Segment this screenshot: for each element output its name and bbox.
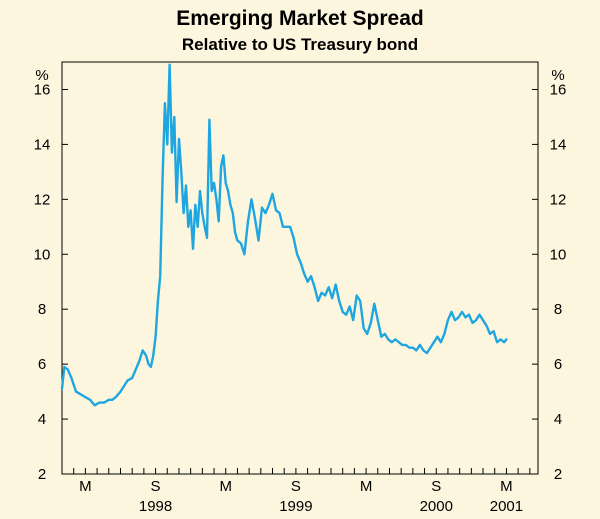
y-tick-label-right: 2 (554, 466, 562, 483)
y-tick-label-right: 14 (550, 136, 567, 153)
y-tick-label-left: 14 (34, 136, 51, 153)
y-unit-left: % (35, 67, 48, 84)
y-tick-label-right: 6 (554, 356, 562, 373)
year-label: 1999 (279, 498, 312, 515)
y-tick-label-left: 16 (34, 81, 51, 98)
y-tick-label-right: 16 (550, 81, 567, 98)
plot-frame (61, 61, 539, 475)
y-unit-right: % (551, 67, 564, 84)
y-tick-label-right: 12 (550, 191, 567, 208)
y-tick-label-right: 4 (554, 411, 562, 428)
x-tick-label: M (219, 478, 232, 495)
y-tick-label-left: 4 (38, 411, 46, 428)
chart-subtitle: Relative to US Treasury bond (182, 35, 418, 54)
x-tick-label: S (151, 478, 161, 495)
y-axis-ticks: 2 2 4 4 6 6 8 8 10 10 12 12 14 14 16 16 (34, 81, 567, 483)
year-label: 1998 (139, 498, 172, 515)
year-label: 2000 (420, 498, 453, 515)
x-axis-ticks: M S M S M S M 1998 1999 2000 2001 (61, 468, 531, 515)
x-tick-label: M (79, 478, 92, 495)
x-tick-label: M (360, 478, 373, 495)
y-tick-label-left: 12 (34, 191, 51, 208)
y-tick-label-left: 10 (34, 246, 51, 263)
y-tick-label-left: 2 (38, 466, 46, 483)
year-label: 2001 (490, 498, 523, 515)
y-tick-label-right: 8 (554, 301, 562, 318)
y-tick-label-left: 8 (38, 301, 46, 318)
y-tick-label-left: 6 (38, 356, 46, 373)
x-tick-label: M (500, 478, 513, 495)
x-tick-label: S (291, 478, 301, 495)
x-tick-label: S (431, 478, 441, 495)
series-line-emerging-market-spread (60, 63, 508, 407)
y-tick-label-right: 10 (550, 246, 567, 263)
chart-title: Emerging Market Spread (176, 7, 423, 30)
